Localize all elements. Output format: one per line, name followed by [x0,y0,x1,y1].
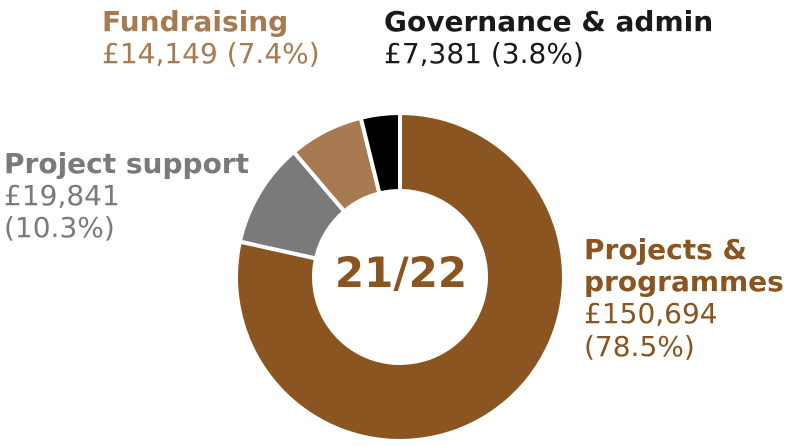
label-projects-value: £150,694 [584,297,718,331]
center-year-label: 21/22 [334,248,468,297]
label-fundraising-name: Fundraising [102,5,289,38]
label-projects-line1: Projects & [584,233,747,266]
label-projects-percent: (78.5%) [584,329,695,363]
label-fundraising: Fundraising £14,149 (7.4%) [102,5,320,71]
slice-governance-admin [358,110,402,196]
slice-projects-programmes [234,110,566,443]
label-project-support-percent: (10.3%) [4,211,115,245]
label-projects-programmes: Projects & programmes £150,694 (78.5%) [584,233,784,363]
label-governance: Governance & admin £7,381 (3.8%) [384,5,714,71]
label-fundraising-value: £14,149 (7.4%) [102,37,320,71]
label-governance-name: Governance & admin [384,5,714,38]
label-projects-line2: programmes [584,265,784,299]
label-project-support: Project support £19,841 (10.3%) [4,147,249,245]
label-project-support-value: £19,841 [4,179,120,213]
label-project-support-name: Project support [4,147,249,180]
label-governance-value: £7,381 (3.8%) [384,37,584,71]
